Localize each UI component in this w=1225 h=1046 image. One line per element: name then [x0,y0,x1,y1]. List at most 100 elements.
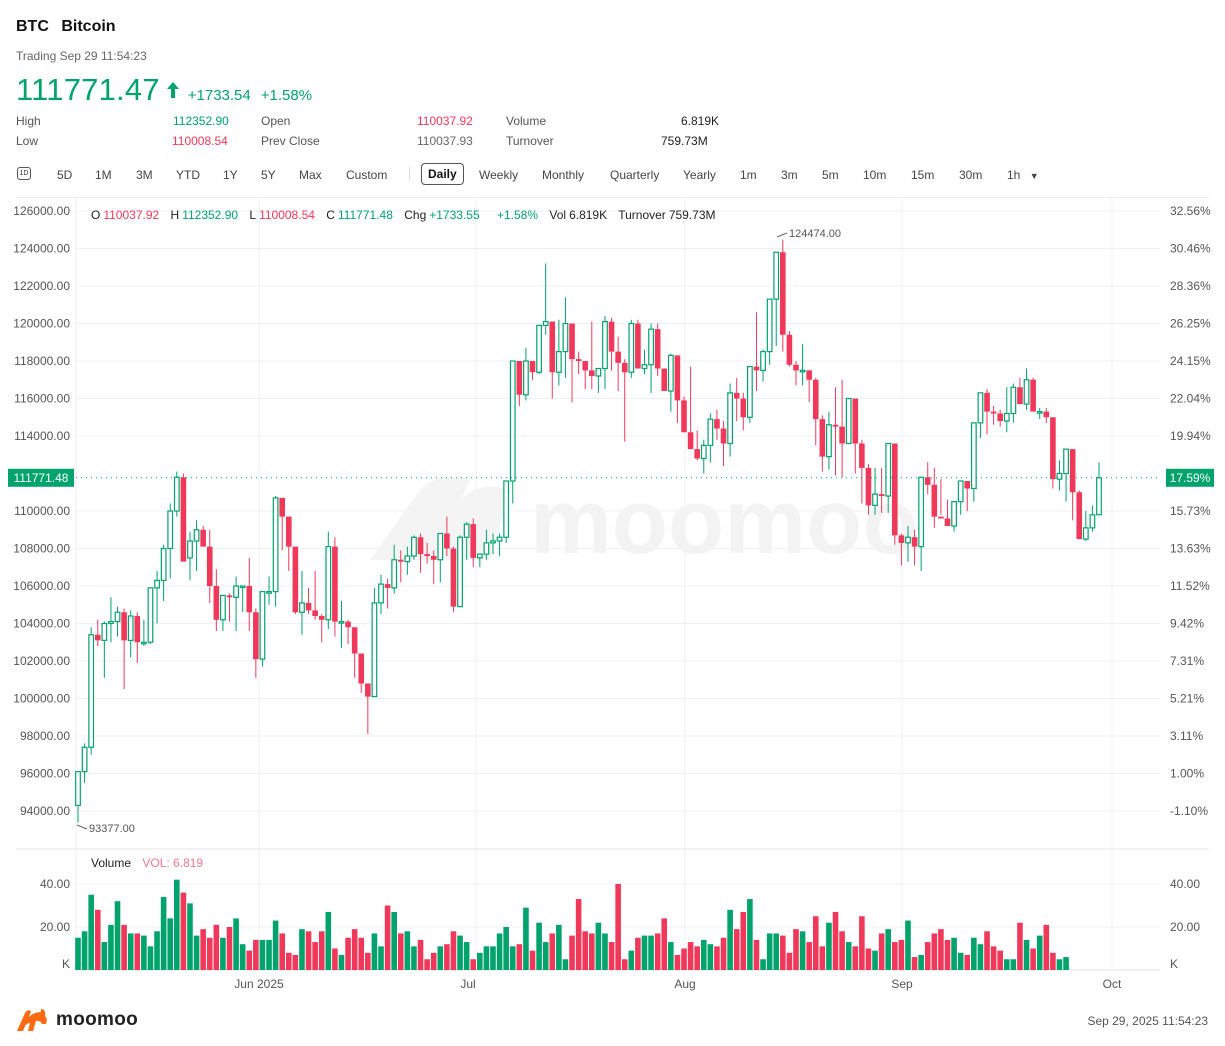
svg-text:124474.00: 124474.00 [789,228,841,240]
legend-low: 110008.54 [259,208,315,222]
interval-3m[interactable]: 3m [781,168,798,182]
interval-15m[interactable]: 15m [911,168,935,182]
volume-label: Volume [506,114,547,128]
svg-text:40.00: 40.00 [1170,877,1200,891]
svg-text:20.00: 20.00 [1170,920,1200,934]
svg-text:5.21%: 5.21% [1170,692,1204,706]
svg-text:110000.00: 110000.00 [14,504,70,518]
svg-text:13.63%: 13.63% [1170,542,1211,556]
svg-text:Oct: Oct [1103,977,1122,991]
price-row: 111771.47 +1733.54 +1.58% [16,72,322,108]
range-ytd[interactable]: YTD [176,168,200,182]
svg-text:15.73%: 15.73% [1170,504,1211,518]
svg-text:11.52%: 11.52% [1170,579,1210,593]
range-5y[interactable]: 5Y [261,168,276,182]
svg-text:108000.00: 108000.00 [13,542,70,556]
range-5d[interactable]: 5D [57,168,73,182]
brand-name: moomoo [56,1009,139,1030]
low-value: 110008.54 [172,134,228,148]
svg-text:106000.00: 106000.00 [13,579,70,593]
high-label: High [16,114,41,128]
intraday-1d-button[interactable]: 1D [17,167,31,180]
moomoo-logo: moomoo [16,1008,138,1032]
svg-text:104000.00: 104000.00 [13,617,70,631]
svg-text:26.25%: 26.25% [1170,317,1211,331]
chevron-down-icon: ▼ [1029,171,1039,181]
svg-text:-1.10%: -1.10% [1170,804,1208,818]
svg-text:118000.00: 118000.00 [14,354,70,368]
range-max[interactable]: Max [299,168,322,182]
svg-text:K: K [62,957,70,971]
legend-change-pct: +1.58% [496,208,539,222]
price-change-pct: +1.58% [260,87,313,104]
interval-10m[interactable]: 10m [863,168,887,182]
svg-text:114000.00: 114000.00 [14,429,70,443]
volume-legend-value: VOL: 6.819 [142,856,204,870]
svg-text:116000.00: 116000.00 [14,392,70,406]
symbol: BTC [16,18,49,35]
svg-text:122000.00: 122000.00 [13,279,70,293]
svg-text:Jul: Jul [460,977,475,991]
svg-text:40.00: 40.00 [40,877,70,891]
interval-1h-dropdown[interactable]: 1h ▼ [1007,168,1039,182]
svg-text:102000.00: 102000.00 [13,654,70,668]
open-value: 110037.92 [417,114,473,128]
interval-weekly[interactable]: Weekly [479,168,519,182]
svg-text:94000.00: 94000.00 [20,804,70,818]
turnover-value: 759.73M [661,134,708,148]
svg-text:98000.00: 98000.00 [20,729,70,743]
svg-text:3.11%: 3.11% [1170,729,1203,743]
watermark: moomoo [530,471,918,573]
svg-text:Sep: Sep [891,977,913,991]
high-value: 112352.90 [173,114,229,128]
svg-text:9.42%: 9.42% [1170,617,1204,631]
ohlc-legend: O 110037.92 H 112352.90 L 110008.54 C 111771… [91,208,716,222]
moomoo-bull-icon [17,1009,47,1031]
svg-text:Aug: Aug [674,977,695,991]
svg-text:124000.00: 124000.00 [13,242,70,256]
prev-close-label: Prev Close [261,134,320,148]
interval-quarterly[interactable]: Quarterly [610,168,660,182]
interval-daily[interactable]: Daily [421,163,464,185]
svg-text:20.00: 20.00 [40,920,70,934]
range-custom[interactable]: Custom [346,168,388,182]
legend-close: 111771.48 [337,208,393,222]
svg-text:1.00%: 1.00% [1170,767,1204,781]
legend-volume: 6.819K [569,208,608,222]
snapshot-timestamp: Sep 29, 2025 11:54:23 [1087,1014,1208,1028]
svg-text:93377.00: 93377.00 [89,823,135,835]
interval-1m[interactable]: 1m [740,168,757,182]
price-change: +1733.54 [187,87,251,104]
interval-yearly[interactable]: Yearly [683,168,716,182]
volume-legend: Volume VOL: 6.819 [91,856,204,870]
interval-monthly[interactable]: Monthly [542,168,585,182]
range-1m[interactable]: 1M [95,168,112,182]
interval-1h: 1h [1007,168,1021,182]
svg-text:100000.00: 100000.00 [13,692,70,706]
interval-5m[interactable]: 5m [822,168,839,182]
range-3m[interactable]: 3M [136,168,153,182]
svg-text:120000.00: 120000.00 [13,317,70,331]
interval-30m[interactable]: 30m [959,168,983,182]
divider [409,167,410,181]
prev-close-value: 110037.93 [417,134,473,148]
volume-value: 6.819K [681,114,720,128]
svg-text:111771.48: 111771.48 [14,471,69,485]
svg-text:28.36%: 28.36% [1170,279,1211,293]
svg-text:96000.00: 96000.00 [20,767,70,781]
svg-text:19.94%: 19.94% [1170,429,1211,443]
candlestick-chart[interactable]: 126000.00 32.56% 124000.00 30.46% 122000.00 2… [0,195,1225,995]
svg-text:7.31%: 7.31% [1170,654,1204,668]
open-label: Open [261,114,291,128]
legend-high: 112352.90 [182,208,239,222]
instrument-title: BTC Bitcoin [16,18,116,36]
svg-text:126000.00: 126000.00 [13,204,70,218]
divider [16,197,1209,198]
svg-text:22.04%: 22.04% [1170,392,1211,406]
low-label: Low [16,134,39,148]
range-1y[interactable]: 1Y [223,168,238,182]
legend-turnover: 759.73M [668,208,716,222]
legend-change: +1733.55 [429,208,480,222]
legend-open: 110037.92 [103,208,160,222]
turnover-label: Turnover [506,134,554,148]
